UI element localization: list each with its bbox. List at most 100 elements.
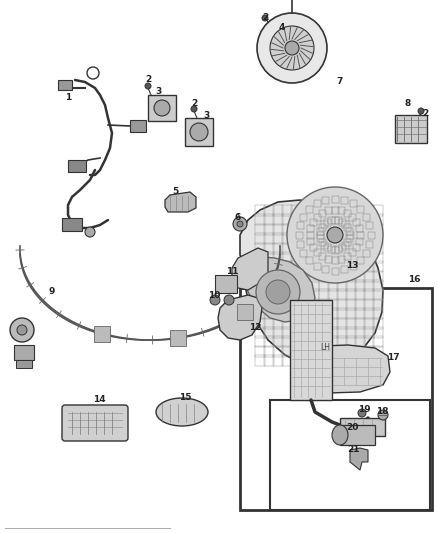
Bar (373, 243, 383, 254)
Bar (357, 231, 364, 238)
Bar (356, 225, 363, 232)
Bar (282, 345, 292, 357)
Text: 13: 13 (346, 262, 358, 271)
Bar (255, 243, 265, 254)
Bar (346, 214, 356, 225)
Bar (314, 214, 321, 221)
Bar (255, 345, 265, 357)
Polygon shape (245, 257, 315, 322)
Bar (346, 318, 356, 328)
Bar (314, 200, 321, 207)
Bar (310, 252, 319, 263)
Circle shape (270, 26, 314, 70)
Bar (291, 318, 301, 328)
Bar (310, 318, 319, 328)
Bar (319, 253, 326, 260)
Text: 8: 8 (405, 99, 411, 108)
Bar (310, 243, 319, 254)
Bar (353, 244, 360, 251)
Bar (310, 327, 319, 338)
Bar (282, 243, 292, 254)
Text: 16: 16 (408, 276, 420, 285)
Bar (317, 228, 324, 235)
Bar (350, 263, 357, 270)
Circle shape (285, 41, 299, 55)
Polygon shape (165, 192, 196, 212)
Bar (337, 252, 347, 263)
Bar (364, 345, 374, 357)
Bar (310, 308, 319, 319)
Bar (322, 197, 329, 204)
Bar (373, 299, 383, 310)
Bar (318, 243, 328, 254)
Bar (306, 257, 313, 264)
Bar (355, 299, 365, 310)
Text: 2: 2 (191, 99, 197, 108)
Bar (291, 205, 301, 216)
Bar (355, 327, 365, 338)
Circle shape (287, 187, 383, 283)
Bar (357, 257, 364, 264)
Bar (314, 249, 321, 256)
Bar (332, 256, 339, 263)
Bar (373, 318, 383, 328)
Bar (395, 115, 427, 143)
Bar (306, 206, 313, 213)
Bar (346, 355, 356, 366)
Bar (328, 355, 338, 366)
Bar (300, 261, 311, 272)
Bar (273, 271, 283, 281)
Bar (321, 221, 328, 228)
Bar (310, 244, 317, 251)
Bar (345, 224, 351, 231)
Circle shape (233, 217, 247, 231)
Bar (346, 243, 356, 254)
Bar (273, 345, 283, 357)
Bar (130, 120, 146, 132)
Bar (300, 233, 311, 244)
Bar (337, 280, 347, 291)
Bar (364, 252, 374, 263)
Bar (337, 289, 347, 301)
Bar (300, 345, 311, 357)
Bar (310, 355, 319, 366)
Bar (346, 308, 356, 319)
Bar (14, 345, 34, 360)
Bar (337, 345, 347, 357)
Bar (300, 249, 307, 256)
Bar (291, 299, 301, 310)
Bar (273, 205, 283, 216)
Bar (337, 271, 347, 281)
Bar (300, 252, 311, 263)
Bar (346, 261, 356, 272)
Bar (264, 261, 274, 272)
Bar (307, 238, 314, 245)
Bar (355, 233, 365, 244)
Bar (300, 299, 311, 310)
Bar (264, 318, 274, 328)
Bar (337, 261, 347, 272)
Bar (300, 205, 311, 216)
Bar (273, 233, 283, 244)
Bar (255, 224, 265, 235)
Bar (328, 345, 338, 357)
Bar (282, 271, 292, 281)
Bar (355, 308, 365, 319)
Bar (300, 271, 311, 281)
Bar (318, 239, 325, 246)
Text: 2: 2 (422, 109, 428, 117)
Bar (300, 280, 311, 291)
Bar (264, 243, 274, 254)
Bar (307, 225, 314, 232)
Bar (332, 246, 339, 254)
Text: 12: 12 (249, 324, 261, 333)
Bar (282, 355, 292, 366)
Bar (310, 299, 319, 310)
Text: 10: 10 (208, 292, 220, 301)
Bar (318, 271, 328, 281)
Bar (328, 252, 338, 263)
Bar (353, 219, 360, 226)
Bar (364, 261, 374, 272)
Bar (346, 205, 356, 216)
Circle shape (378, 410, 388, 420)
